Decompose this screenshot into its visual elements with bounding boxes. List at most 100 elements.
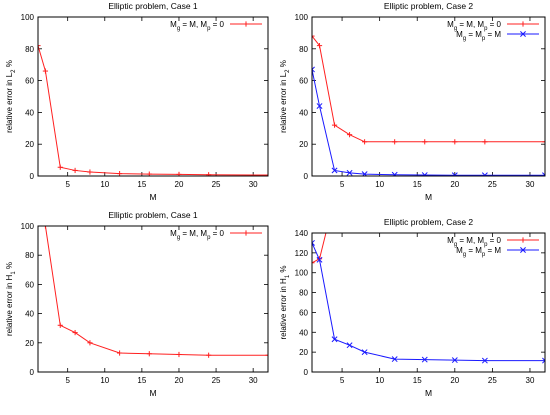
series-2-point: [481, 172, 488, 176]
series-2-point: [331, 336, 338, 343]
y-tick-label: 80: [299, 289, 308, 298]
y-tick-label: 80: [25, 251, 34, 260]
y-tick-label: 100: [295, 269, 309, 278]
series-1-point: [265, 352, 268, 358]
y-tick-label: 20: [25, 140, 34, 149]
series-2-point: [346, 342, 353, 349]
series-line-1: [38, 45, 268, 176]
series-1-point: [42, 226, 49, 229]
series-1-point: [57, 164, 63, 170]
x-tick-label: 25: [488, 376, 497, 385]
y-tick-label: 0: [30, 172, 35, 181]
y-tick-label: 60: [299, 77, 308, 86]
y-tick-label: 60: [25, 77, 34, 86]
y-tick-label: 20: [25, 339, 34, 348]
series-1-point: [362, 139, 368, 145]
series-2-point: [331, 167, 338, 174]
x-tick-label: 20: [175, 376, 184, 385]
y-tick-label: 40: [299, 328, 308, 337]
x-tick-label: 25: [212, 180, 221, 189]
series-line-1: [38, 226, 268, 356]
y-axis-label: relative error in H1 %: [279, 265, 291, 339]
plot-area: [312, 233, 545, 364]
x-tick-label: 5: [65, 376, 70, 385]
x-tick-label: 10: [100, 376, 109, 385]
series-1-point: [38, 43, 41, 49]
legend-label: Mg = Mp = M: [456, 246, 501, 258]
series-1-point: [206, 172, 212, 176]
y-axis-label: relative error in L2 %: [5, 60, 17, 133]
series-2-point: [421, 356, 428, 363]
legend-label: Mg = M, Mp = 0: [447, 20, 501, 32]
series-2-point: [451, 172, 458, 176]
chart-title: Elliptic problem, Case 1: [108, 1, 198, 11]
series-1-point: [42, 68, 49, 74]
y-tick-label: 100: [21, 13, 35, 22]
x-tick-label: 20: [450, 180, 459, 189]
x-tick-label: 10: [375, 180, 384, 189]
series-line-2: [312, 242, 545, 362]
series-1-point: [482, 139, 488, 145]
y-tick-label: 60: [299, 308, 308, 317]
x-tick-label: 20: [175, 180, 184, 189]
series-1-point: [452, 139, 458, 145]
series-1-point: [346, 132, 353, 138]
series-1-point: [312, 260, 315, 266]
series-2-point: [542, 357, 545, 364]
series-1-point: [117, 171, 123, 176]
chart-title: Elliptic problem, Case 1: [108, 210, 198, 220]
y-tick-label: 140: [295, 229, 309, 238]
x-tick-label: 20: [450, 376, 459, 385]
y-tick-label: 40: [299, 108, 308, 117]
x-axis-label: M: [425, 192, 432, 202]
series-2-point: [421, 172, 428, 176]
x-tick-label: 5: [340, 180, 345, 189]
series-line-1: [312, 233, 327, 264]
series-2-point: [542, 172, 545, 176]
x-tick-label: 5: [65, 180, 70, 189]
series-2-point: [361, 349, 368, 356]
plot-area: [312, 33, 545, 176]
x-tick-label: 10: [375, 376, 384, 385]
series-2-point: [316, 256, 323, 263]
x-tick-label: 10: [100, 180, 109, 189]
y-tick-label: 120: [295, 249, 309, 258]
series-2-point: [481, 357, 488, 364]
series-1-point: [312, 33, 315, 39]
legend-label: Mg = Mp = M: [456, 30, 501, 42]
y-tick-label: 20: [299, 348, 308, 357]
series-2-point: [391, 171, 398, 176]
y-tick-label: 100: [295, 13, 309, 22]
legend-marker: [520, 237, 526, 243]
plot-frame: [311, 232, 546, 373]
legend-marker: [520, 31, 526, 37]
y-tick-label: 0: [304, 368, 309, 377]
x-tick-label: 5: [340, 376, 345, 385]
x-tick-label: 30: [249, 376, 258, 385]
series-1-point: [87, 340, 93, 346]
series-1-point: [206, 352, 212, 358]
y-tick-label: 0: [30, 368, 35, 377]
series-1-point: [72, 329, 78, 336]
y-tick-label: 60: [25, 280, 34, 289]
plot-area: [38, 226, 268, 358]
series-1-point: [72, 167, 78, 174]
plot-frame: [37, 225, 269, 373]
y-tick-label: 20: [299, 140, 308, 149]
legend-label: Mg = M, Mp = 0: [170, 229, 224, 241]
series-2-point: [391, 356, 398, 363]
legend-marker: [520, 247, 526, 253]
series-2-point: [312, 239, 315, 246]
chart-panel-2: Elliptic problem, Case 2 5 10 15 20 25 30 0 20 40…: [279, 1, 546, 202]
x-tick-label: 30: [526, 180, 535, 189]
series-2-point: [316, 103, 323, 109]
series-1-point: [176, 171, 182, 176]
chart-title: Elliptic problem, Case 2: [384, 1, 474, 11]
series-1-point: [316, 43, 323, 49]
x-axis-label: M: [425, 388, 432, 398]
series-2-point: [451, 357, 458, 364]
plot-frame: [311, 16, 546, 177]
y-tick-label: 0: [304, 172, 309, 181]
x-tick-label: 25: [488, 180, 497, 189]
series-1-point: [146, 351, 152, 357]
